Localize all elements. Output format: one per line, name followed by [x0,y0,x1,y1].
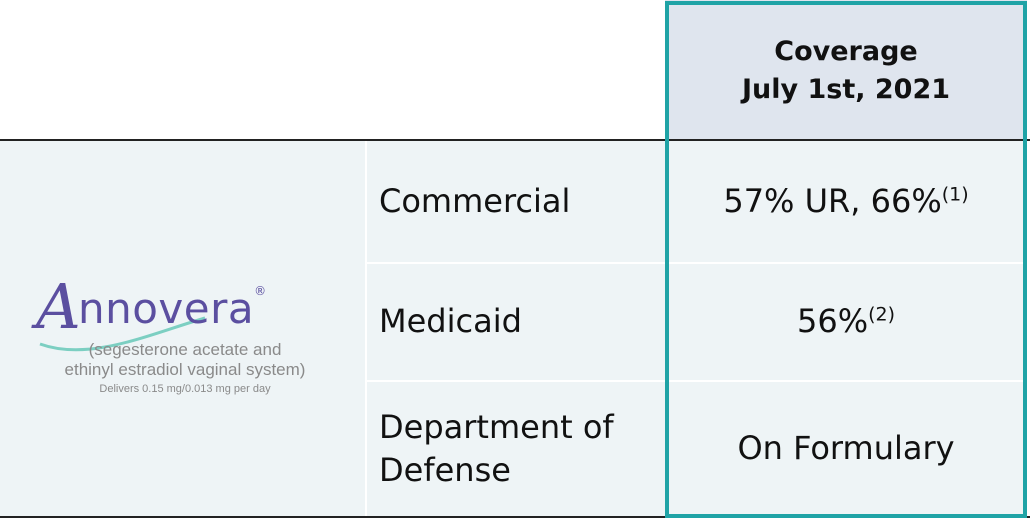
coverage-cell: 57% UR, 66%(1) [665,141,1027,262]
segment-cell: Commercial [367,141,665,262]
highlight-frame [665,1,1027,518]
segment-text: Commercial [379,181,571,220]
coverage-value: 56% [796,302,869,341]
header-cell: Coverage July 1st, 2021 [665,0,1027,141]
bottom-rule [0,516,1030,518]
logo-swoosh [39,316,206,352]
logo-mark: ® [254,284,267,298]
coverage-cell: On Formulary [665,382,1027,516]
coverage-text: 57% UR, 66%(1) [723,180,968,223]
header-rule [0,139,1030,141]
header-line: July 1st, 2021 [741,73,951,105]
coverage-value: On Formulary [737,429,955,468]
logo-dose: Delivers 0.15 mg/0.013 mg per day [99,382,271,395]
segment-cell: Medicaid [367,264,665,380]
logo-generic-line: ethinyl estradiol vaginal system) [64,360,306,380]
segment-text: Department of Defense [379,407,614,489]
logo-initial: A [36,270,81,343]
logo-name: nnovera® [78,284,267,333]
segment-text: Medicaid [379,302,522,341]
coverage-text: On Formulary [737,427,954,470]
coverage-cell: 56%(2) [665,264,1027,380]
segment-cell: Department of Defense [367,382,665,516]
logo-name-text: nnovera [78,284,255,333]
logo: A nnovera® (segesterone acetate and ethi… [30,262,350,412]
footnote-ref: (1) [941,183,969,206]
logo-graphic [39,316,206,352]
coverage-text: 56%(2) [797,300,895,343]
logo-generic-line: (segesterone acetate and [88,340,282,359]
header-line: Coverage [774,35,918,67]
logo-cell [0,141,365,516]
coverage-value: 57% UR, 66% [723,181,942,220]
footnote-ref: (2) [868,303,896,326]
logo-generic: (segesterone acetate and ethinyl estradi… [40,340,330,396]
